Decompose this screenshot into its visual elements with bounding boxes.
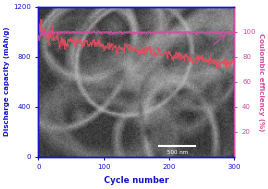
X-axis label: Cycle number: Cycle number <box>104 176 169 185</box>
Y-axis label: Coulombic efficiency (%): Coulombic efficiency (%) <box>258 33 264 131</box>
Text: 500 nm: 500 nm <box>167 150 188 155</box>
Y-axis label: Discharge capacity (mAh/g): Discharge capacity (mAh/g) <box>4 27 10 136</box>
